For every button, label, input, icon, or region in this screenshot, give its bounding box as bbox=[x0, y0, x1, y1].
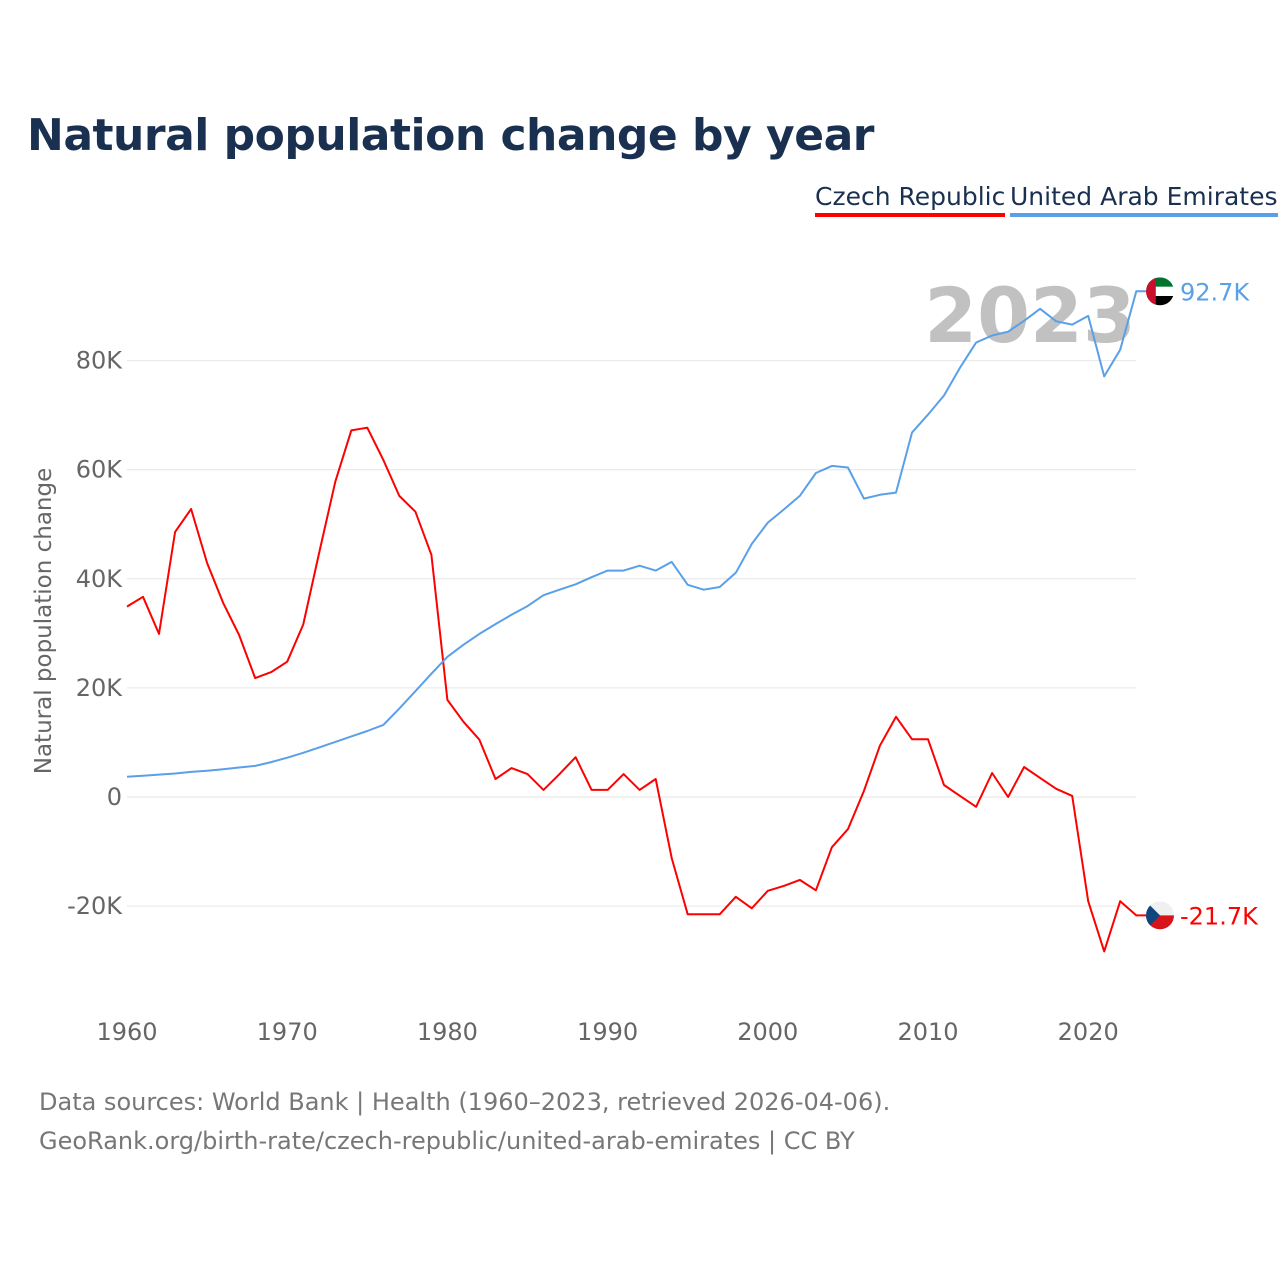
x-tick-label: 2010 bbox=[897, 1018, 958, 1046]
y-tick-label: 80K bbox=[76, 347, 124, 375]
y-tick-label: 60K bbox=[76, 456, 124, 484]
x-tick-label: 2020 bbox=[1058, 1018, 1119, 1046]
flag-cz bbox=[1146, 901, 1174, 930]
source-line-1: Data sources: World Bank | Health (1960–… bbox=[39, 1088, 891, 1116]
flag-icon-cz bbox=[1146, 901, 1174, 930]
x-tick-label: 1990 bbox=[577, 1018, 638, 1046]
y-tick-label: 20K bbox=[76, 674, 124, 702]
y-tick-label: 0 bbox=[107, 783, 122, 811]
x-tick-label: 2000 bbox=[737, 1018, 798, 1046]
flag-stripe bbox=[1146, 277, 1156, 306]
y-axis-label: Natural population change bbox=[31, 468, 57, 775]
x-tick-label: 1980 bbox=[417, 1018, 478, 1046]
y-tick-label: -20K bbox=[67, 892, 123, 920]
end-value-label-ae: 92.7K bbox=[1180, 278, 1250, 306]
legend-czech-republic[interactable]: Czech Republic bbox=[815, 182, 1006, 217]
end-value-label-cz: -21.7K bbox=[1180, 902, 1259, 930]
y-tick-label: 40K bbox=[76, 565, 124, 593]
chart-title: Natural population change by year bbox=[27, 110, 874, 161]
flag-stripe bbox=[1146, 277, 1174, 287]
x-tick-label: 1970 bbox=[257, 1018, 318, 1046]
source-line-2[interactable]: GeoRank.org/birth-rate/czech-republic/un… bbox=[39, 1127, 855, 1155]
legend-united-arab-emirates[interactable]: United Arab Emirates bbox=[1010, 182, 1278, 217]
flag-triangle bbox=[1146, 901, 1160, 930]
series-line-ae bbox=[126, 290, 1148, 778]
flag-ae bbox=[1146, 277, 1174, 306]
flag-icon-ae bbox=[1146, 277, 1174, 306]
series-line-cz bbox=[126, 426, 1148, 953]
x-tick-label: 1960 bbox=[96, 1018, 157, 1046]
flag-stripe bbox=[1146, 295, 1174, 306]
